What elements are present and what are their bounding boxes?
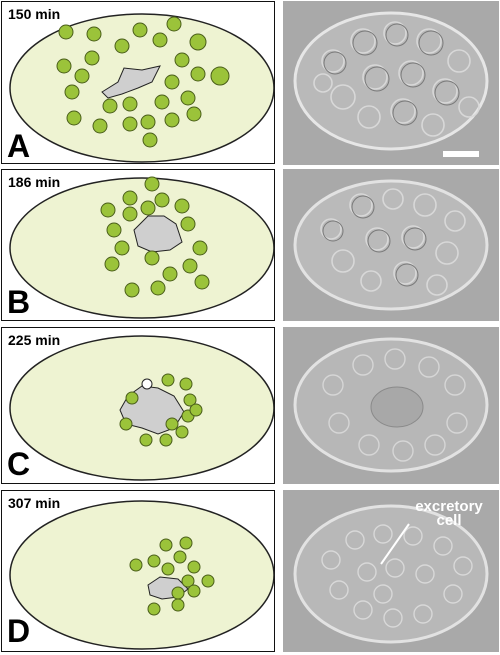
micrograph-a — [283, 1, 499, 165]
diagram-panel-d: 307 min D — [1, 490, 275, 652]
panel-letter: C — [7, 446, 31, 482]
time-label: 225 min — [8, 332, 61, 348]
micrograph-b — [283, 169, 499, 321]
time-label: 186 min — [8, 174, 61, 190]
embryo-diagram-c — [9, 335, 275, 481]
embryo-diagram-d — [9, 500, 275, 650]
excretory-cell-annotation: excretory cell — [399, 498, 499, 529]
annotation-line-2: cell — [436, 512, 462, 529]
embryo-diagram-b — [9, 176, 275, 319]
white-cell-marker — [141, 378, 153, 390]
scale-bar — [443, 151, 479, 157]
panel-letter: B — [7, 284, 31, 320]
panel-letter: D — [7, 613, 31, 649]
micrograph-d: excretory cell — [283, 490, 499, 652]
time-label: 307 min — [8, 495, 61, 511]
panel-letter: A — [7, 128, 31, 164]
cell-nuclei-d — [129, 536, 215, 616]
micrograph-c — [283, 327, 499, 484]
annotation-line-1: excretory — [415, 498, 483, 515]
cell-nuclei-b — [100, 176, 210, 298]
excretory-cell-shape — [133, 215, 183, 253]
diagram-panel-c: 225 min C — [1, 327, 275, 484]
excretory-cell-shape — [101, 65, 161, 99]
time-label: 150 min — [8, 6, 61, 22]
cell-nuclei-a — [56, 16, 230, 148]
diagram-panel-a: 150 min A — [1, 1, 275, 164]
diagram-panel-b: 186 min B — [1, 169, 275, 321]
embryo-diagram-a — [9, 13, 275, 163]
annotation-pointer — [380, 523, 410, 565]
cell-nuclei-c — [119, 373, 203, 447]
